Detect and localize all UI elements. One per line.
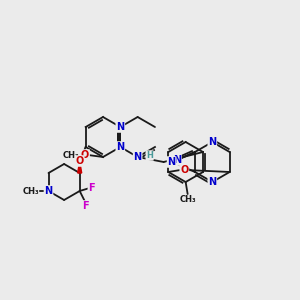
Text: N: N (44, 186, 52, 196)
Text: N: N (116, 142, 124, 152)
Text: N: N (173, 155, 181, 165)
Text: O: O (180, 165, 188, 175)
Text: CH₃: CH₃ (179, 196, 196, 205)
Polygon shape (78, 161, 82, 173)
Text: F: F (88, 183, 95, 193)
Text: O: O (81, 150, 89, 160)
Text: N: N (116, 122, 124, 132)
Text: CH₃: CH₃ (63, 151, 79, 160)
Text: F: F (82, 201, 89, 211)
Text: O: O (76, 156, 84, 166)
Text: N: N (208, 177, 216, 187)
Text: H: H (146, 151, 153, 160)
Text: CH₃: CH₃ (22, 187, 39, 196)
Text: N: N (208, 137, 216, 147)
Text: N: N (134, 152, 142, 162)
Text: N: N (167, 157, 176, 167)
